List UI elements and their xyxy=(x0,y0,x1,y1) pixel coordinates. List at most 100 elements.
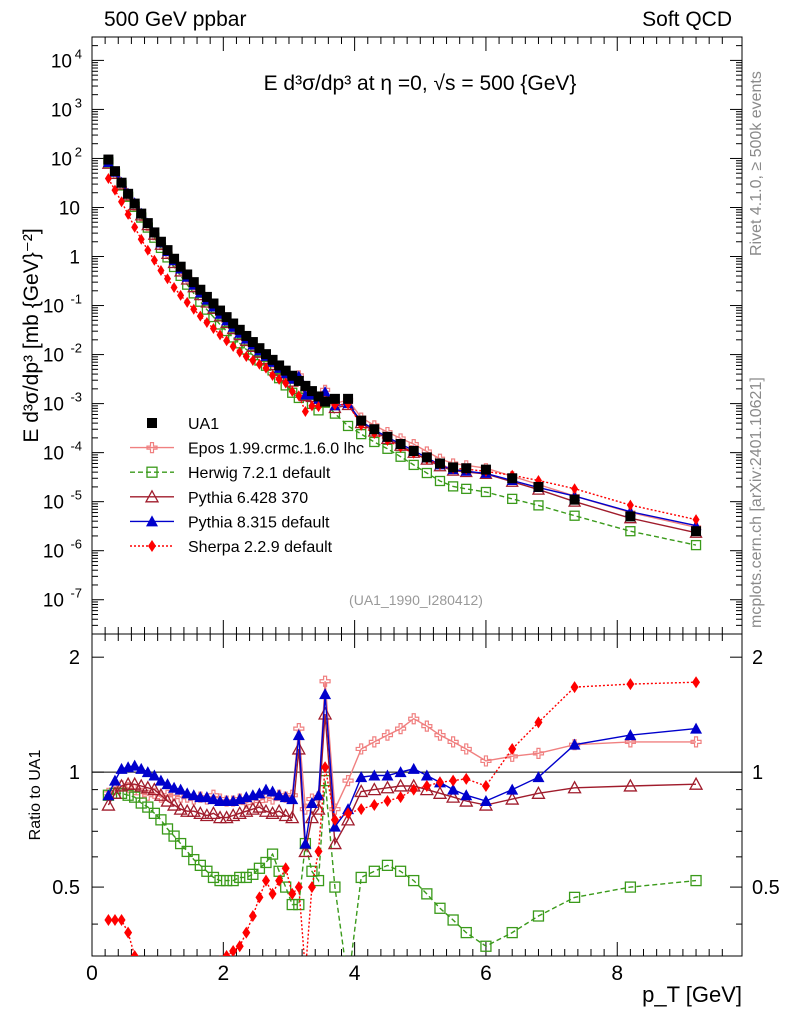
series-2-point xyxy=(461,483,472,495)
y-tick-label-exp: 3 xyxy=(75,95,82,110)
series-3-ratio-point xyxy=(623,778,638,792)
series-2-ratio-point xyxy=(381,859,394,872)
legend-marker xyxy=(144,489,160,503)
data-point xyxy=(434,458,445,469)
series-2-ratio-point xyxy=(135,797,147,809)
data-point xyxy=(293,375,304,386)
chart-title: E d³σ/dp³ at η =0, √s = 500 {GeV} xyxy=(264,72,577,95)
series-5-point xyxy=(124,208,132,220)
series-4-ratio-point xyxy=(259,783,272,795)
series-5-ratio-point xyxy=(288,887,297,900)
y-tick-label-exp: -7 xyxy=(70,586,82,601)
series-1-ratio-point xyxy=(447,736,459,748)
x-tick-label: 8 xyxy=(611,962,623,985)
series-3-ratio-point xyxy=(101,797,116,811)
y-tick-label-exp: -6 xyxy=(70,537,82,552)
y-tick-label: 10 xyxy=(51,51,72,72)
series-1-ratio-line xyxy=(108,681,696,812)
ratio-frame xyxy=(91,633,743,957)
series-5-ratio-point xyxy=(150,983,158,995)
data-point xyxy=(274,360,285,371)
series-4-ratio-line xyxy=(107,694,697,844)
data-point xyxy=(103,154,114,165)
series-2-ratio-point xyxy=(434,902,446,914)
header-left: 500 GeV ppbar xyxy=(104,8,247,31)
series-2-ratio-point xyxy=(447,914,459,926)
series-2-ratio-point xyxy=(201,865,213,877)
upper-plot xyxy=(101,154,703,551)
series-5-point xyxy=(242,351,250,363)
series-5-ratio-point xyxy=(117,914,126,927)
series-2-ratio-point xyxy=(214,874,226,887)
ratio-tick-label-right: 2 xyxy=(752,647,763,669)
series-4-ratio-point xyxy=(460,789,473,801)
series-3-ratio-point xyxy=(531,785,546,799)
data-point xyxy=(625,511,636,522)
series-5-ratio-point xyxy=(219,955,221,956)
series-4-ratio-point xyxy=(253,787,266,799)
series-4-ratio-point xyxy=(154,774,167,786)
series-2-ratio-point xyxy=(394,865,407,877)
series-4-ratio-point xyxy=(266,785,279,797)
data-point xyxy=(480,464,491,475)
series-2-ratio-point xyxy=(168,830,180,842)
y-tick-label: 10 xyxy=(43,444,64,465)
series-3-ratio-point xyxy=(127,776,142,790)
series-2-ratio-point xyxy=(260,856,272,869)
series-5-point xyxy=(203,317,211,329)
series-2-ratio-point xyxy=(142,801,154,813)
series-2-ratio-point xyxy=(312,874,325,887)
series-3-ratio-point xyxy=(140,780,155,794)
series-3-ratio-point xyxy=(446,789,461,803)
series-2-ratio-point xyxy=(148,807,161,819)
data-point xyxy=(329,393,340,404)
series-1-ratio-point xyxy=(342,775,354,787)
series-4-ratio-point xyxy=(161,778,174,790)
series-2-ratio-point xyxy=(181,845,193,858)
legend-marker xyxy=(146,466,158,478)
series-4-ratio-point xyxy=(407,762,420,774)
series-5-point xyxy=(229,340,237,352)
series-5-ratio-point xyxy=(344,807,353,820)
series-5-ratio-point xyxy=(281,862,290,875)
series-5-ratio-point xyxy=(370,799,379,812)
series-5-ratio-point xyxy=(409,783,418,796)
series-2-point xyxy=(421,467,432,479)
series-4-ratio-point xyxy=(624,729,637,741)
series-2-ratio-point xyxy=(568,891,581,904)
y-tick-label-exp: -4 xyxy=(70,439,82,454)
series-5-point xyxy=(571,483,579,495)
series-5-point xyxy=(144,244,152,256)
legend-label: Herwig 7.2.1 default xyxy=(188,465,331,482)
series-5-ratio-point xyxy=(164,990,172,1002)
series-4-ratio-point xyxy=(690,722,703,734)
series-1-ratio-point xyxy=(480,755,492,767)
y-tick-label: 10 xyxy=(43,395,64,416)
series-5-ratio-point xyxy=(137,966,145,978)
series-5-ratio-point xyxy=(130,950,139,956)
series-2-ratio-point xyxy=(408,874,420,887)
series-5-ratio-point xyxy=(104,914,113,927)
series-4-ratio-point xyxy=(355,771,368,783)
y-tick-label: 1 xyxy=(69,248,80,269)
series-5-ratio-point xyxy=(190,977,198,989)
data-point xyxy=(247,337,258,348)
y-tick-label: 10 xyxy=(43,591,64,612)
legend-label: Sherpa 2.2.9 default xyxy=(188,539,333,556)
data-point xyxy=(306,386,317,397)
series-5-point xyxy=(190,303,198,315)
data-point xyxy=(208,298,219,309)
ratio-tick-label: 1 xyxy=(69,762,80,784)
series-3-ratio-point xyxy=(298,844,313,858)
series-1-ratio-point xyxy=(394,723,407,735)
series-3-ratio-point xyxy=(166,797,182,811)
x-tick-label: 0 xyxy=(86,962,98,985)
series-4-ratio-point xyxy=(447,783,460,795)
y-tick-label-exp: -5 xyxy=(70,488,82,503)
data-point xyxy=(280,365,291,376)
series-5-ratio-point xyxy=(229,945,238,956)
series-5-ratio-line xyxy=(108,681,697,956)
series-2-point xyxy=(533,500,544,511)
series-2-ratio-point xyxy=(155,814,167,826)
series-5-point xyxy=(183,296,191,308)
